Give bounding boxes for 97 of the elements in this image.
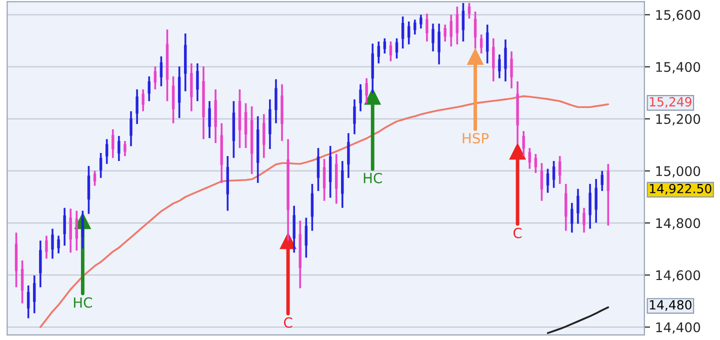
data-label: C: [513, 228, 522, 238]
candlestick: [450, 14, 452, 48]
line-series: [40, 95, 610, 328]
candlestick: [576, 188, 580, 225]
candlestick: [414, 18, 416, 36]
candlestick: [534, 153, 538, 174]
candlestick: [504, 38, 507, 82]
candlestick: [606, 162, 610, 226]
candlestick: [407, 20, 410, 46]
candlestick: [39, 240, 42, 288]
candlestick: [190, 62, 193, 112]
candlestick: [148, 76, 150, 102]
candlestick: [438, 22, 440, 66]
candlestick: [588, 183, 592, 230]
point: [509, 142, 526, 160]
candlestick: [244, 102, 248, 149]
candlestick: [347, 132, 350, 179]
candlestick: [322, 158, 326, 202]
candlestick: [292, 204, 296, 254]
candlestick: [124, 140, 126, 157]
candlestick: [118, 135, 120, 162]
data-label: HSP: [462, 133, 489, 144]
candlestick: [420, 14, 422, 30]
y-tick-label: 14,600: [656, 270, 700, 282]
candlestick: [432, 22, 434, 52]
candlestick: [172, 76, 175, 124]
candlestick: [486, 24, 489, 64]
y-tick-label: 15,400: [656, 62, 700, 74]
text: 14,480: [650, 300, 692, 311]
candlestick: [582, 206, 586, 234]
candlestick: [196, 62, 199, 102]
candlestick: [63, 206, 66, 247]
candlestick: [401, 16, 404, 50]
candlestick: [310, 183, 314, 232]
candlestick: [353, 98, 356, 136]
candlestick: [160, 55, 163, 88]
candlestick: [377, 40, 380, 64]
y-tick-label: 14,400: [656, 322, 700, 334]
candlestick: [492, 38, 495, 82]
candlestick: [395, 38, 398, 60]
candlestick: [546, 168, 550, 194]
candlestick: [136, 88, 138, 125]
candlestick: [262, 113, 266, 159]
candlestick: [208, 100, 211, 140]
text: 15,249: [650, 97, 692, 108]
candlestick: [528, 147, 532, 170]
candlestick: [558, 155, 562, 185]
candlestick: [462, 2, 465, 42]
candlestick: [510, 50, 513, 90]
candlestick: [154, 66, 157, 90]
candlestick: [389, 40, 392, 62]
candlestick: [316, 147, 320, 192]
y-tick-label: 15,600: [656, 10, 700, 22]
candlestick: [456, 6, 459, 46]
candlestick: [106, 138, 108, 165]
y-tick-label: 14,800: [656, 218, 700, 230]
candlestick: [498, 54, 501, 80]
candlestick: [444, 24, 446, 42]
candlestick: [130, 110, 132, 148]
candlestick: [304, 216, 308, 258]
candlestick: [57, 234, 60, 254]
candlestick: [600, 170, 604, 192]
candlestick: [142, 88, 144, 112]
candlestick: [359, 83, 362, 112]
candlestick: [274, 78, 278, 124]
data-label: HC: [364, 172, 382, 184]
candlestick: [570, 202, 574, 234]
y-tick-label: 15,200: [656, 114, 700, 126]
candlestick: [33, 274, 36, 314]
candlestick: [480, 34, 483, 54]
candlestick: [93, 170, 96, 187]
candlestick: [87, 165, 90, 215]
candlestick: [75, 210, 78, 252]
candlestick: [594, 178, 598, 224]
candlestick: [51, 228, 54, 260]
candlestick: [69, 208, 72, 254]
candlestick: [45, 234, 48, 260]
line-series: [546, 306, 610, 334]
data-label: HC: [74, 297, 92, 308]
candlestick: [365, 77, 368, 104]
point: [466, 48, 484, 65]
candlestick: [383, 38, 386, 54]
candlestick: [540, 162, 544, 202]
candlestick: [564, 183, 568, 232]
text: 14,922.50: [650, 184, 712, 195]
candlestick: [426, 12, 428, 42]
candlestick: [522, 130, 525, 157]
data-label: C: [284, 317, 292, 328]
candlestick: [112, 128, 114, 159]
candlestick: [474, 10, 477, 50]
candlestick: [341, 160, 344, 209]
candlestick: [26, 284, 30, 320]
candlestick: [99, 152, 102, 179]
y-tick-label: 15,000: [656, 166, 700, 178]
candlestick: [20, 260, 24, 304]
candlestick: [468, 2, 471, 20]
candlestick: [552, 160, 556, 189]
